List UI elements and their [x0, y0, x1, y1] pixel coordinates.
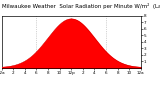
Text: Milwaukee Weather  Solar Radiation per Minute W/m²  (Last 24 Hours): Milwaukee Weather Solar Radiation per Mi…	[2, 3, 160, 9]
